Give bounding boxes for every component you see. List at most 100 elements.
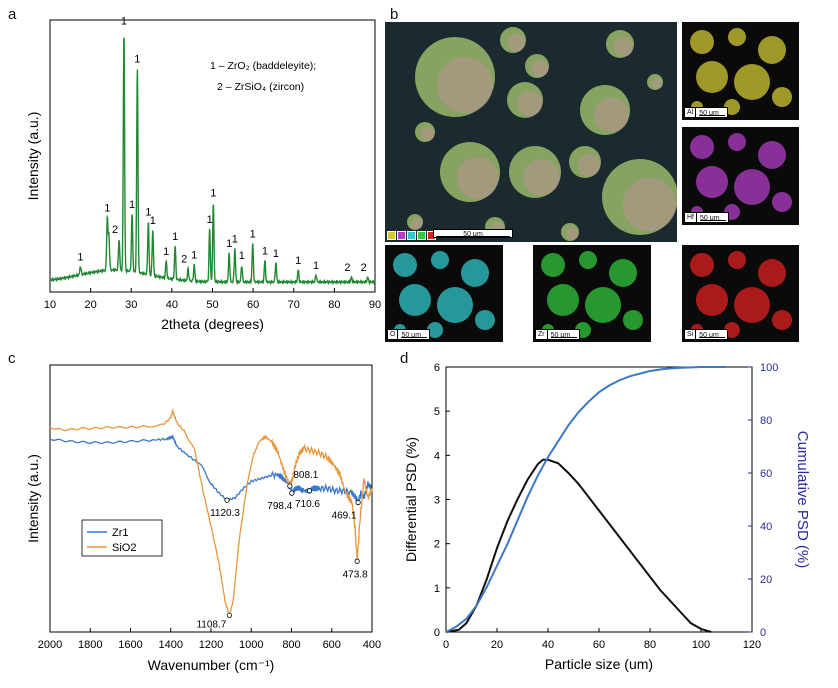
map-particle-4 [585, 287, 621, 323]
peak-label-15: 1 [226, 238, 232, 250]
map-particle-0 [393, 253, 417, 277]
y2-tick-label-20: 20 [760, 574, 772, 586]
panel-label-a: a [8, 6, 17, 23]
main-map-particle-tint-3 [516, 91, 543, 117]
scale-label-zr: 50 μm [550, 331, 577, 339]
x-tick-label-1400: 1400 [159, 639, 183, 651]
series-line-sio2 [49, 408, 373, 617]
main-map-particle-11 [561, 223, 579, 241]
main-map-particle-9 [569, 146, 601, 178]
series-line-cumulative [445, 366, 727, 633]
peak-label-16: 1 [232, 233, 238, 245]
peak-label-5: 1 [129, 199, 135, 211]
map-particle-5 [772, 87, 792, 107]
main-map-particle-tint-0 [437, 57, 493, 113]
peak-label-7: 1 [145, 207, 151, 219]
map-particle-0 [690, 30, 714, 54]
peak-label-13: 1 [207, 214, 213, 226]
peak-annotation-5: 469.1 [332, 511, 357, 522]
eds-map-al: Al 50 μm [682, 22, 799, 120]
map-particle-3 [696, 284, 728, 316]
main-map-particle-7 [606, 30, 634, 58]
x-tick-label-800: 800 [282, 639, 300, 651]
element-label-si: Si [687, 330, 697, 339]
x-tick-label-120: 120 [743, 639, 761, 651]
main-map-particle-tint-13 [420, 127, 435, 141]
peak-label-12: 1 [191, 249, 197, 261]
peak-label-8: 1 [150, 215, 156, 227]
y2-tick-label-60: 60 [760, 468, 772, 480]
y-tick-label-5: 5 [434, 406, 440, 418]
map-particle-0 [690, 135, 714, 159]
y-axis-label: Differential PSD (%) [403, 437, 419, 562]
main-map-particle-tint-1 [507, 33, 526, 52]
peak-label-23: 2 [344, 262, 350, 274]
y-axis-label: Intensity (a.u.) [25, 454, 41, 543]
main-map-particle-5 [509, 146, 561, 198]
peak-label-20: 1 [273, 248, 279, 260]
peak-label-14: 1 [210, 188, 216, 200]
main-map-particle-tint-8 [622, 178, 677, 232]
main-scale-label: 50 μm [436, 230, 510, 238]
x-tick-label-1800: 1800 [78, 639, 102, 651]
main-map-particle-tint-9 [577, 154, 601, 177]
main-map-particle-10 [407, 214, 423, 230]
scale-label-al: 50 μm [699, 109, 726, 117]
x-tick-label-70: 70 [288, 299, 300, 311]
scale-label-si: 50 μm [699, 331, 726, 339]
main-map-particle-tint-4 [456, 157, 499, 199]
x-tick-label-1000: 1000 [239, 639, 263, 651]
x-tick-label-1600: 1600 [118, 639, 142, 651]
y-tick-label-0: 0 [434, 627, 440, 639]
x-tick-label-10: 10 [44, 299, 56, 311]
peak-marker-2 [287, 483, 293, 489]
map-particle-1 [728, 251, 746, 269]
x-tick-label-60: 60 [247, 299, 259, 311]
map-particle-1 [579, 251, 597, 269]
element-color-legend [387, 231, 436, 240]
peak-label-10: 1 [172, 231, 178, 243]
map-particle-3 [696, 61, 728, 93]
x-tick-label-60: 60 [593, 639, 605, 651]
main-map-particle-tint-6 [593, 97, 629, 133]
eds-map-o: O 50 μm [385, 245, 503, 342]
main-scale-bar: 50 μm [433, 229, 513, 238]
peak-label-4: 1 [121, 15, 127, 27]
x-tick-label-20: 20 [491, 639, 503, 651]
map-particle-1 [728, 133, 746, 151]
legend-swatch-3 [417, 231, 426, 240]
plot-frame [49, 364, 373, 633]
legend-entry-zr1: Zr1 [112, 527, 129, 539]
map-particle-0 [690, 253, 714, 277]
plot-frame [445, 366, 753, 633]
x-tick-label-50: 50 [206, 299, 218, 311]
peak-marker-3 [289, 490, 295, 496]
peak-annotation-2: 808.1 [293, 470, 318, 481]
panel-label-b: b [390, 6, 399, 23]
map-particle-5 [772, 310, 792, 330]
scale-bar-al: Al 50 μm [684, 107, 729, 118]
peak-label-3: 2 [112, 224, 118, 236]
y-tick-label-1: 1 [434, 583, 440, 595]
main-map-particle-tint-2 [531, 60, 549, 77]
series-line-zr1 [49, 434, 373, 505]
map-particle-1 [431, 251, 449, 269]
map-particle-4 [734, 169, 770, 205]
map-particle-3 [399, 284, 431, 316]
x-tick-label-400: 400 [363, 639, 381, 651]
peak-marker-5 [355, 499, 361, 506]
scale-bar-zr: Zr 50 μm [535, 329, 580, 340]
map-particle-5 [623, 310, 643, 330]
peak-label-22: 1 [313, 260, 319, 272]
main-map-particle-tint-5 [523, 159, 560, 196]
map-zr-particles [533, 245, 651, 342]
y2-tick-label-80: 80 [760, 415, 772, 427]
peak-label-9: 1 [163, 246, 169, 258]
main-map-particle-6 [580, 85, 630, 135]
eds-main-map: 50 μm [385, 22, 677, 242]
peak-label-1: 1 [104, 202, 110, 214]
element-label-hf: Hf [687, 213, 697, 222]
y-tick-label-4: 4 [434, 450, 440, 462]
map-particle-4 [734, 287, 770, 323]
main-map-particle-tint-7 [613, 37, 634, 57]
